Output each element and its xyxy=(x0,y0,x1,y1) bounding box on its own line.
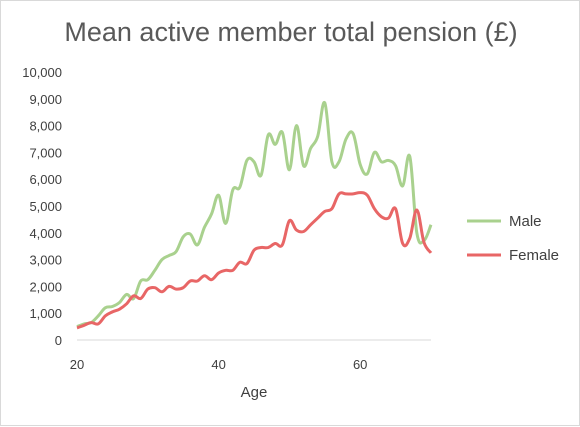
y-tick-label: 3,000 xyxy=(29,253,62,268)
legend-label-female: Female xyxy=(509,247,559,264)
chart-title: Mean active member total pension (£) xyxy=(64,17,517,47)
y-tick-label: 9,000 xyxy=(29,92,62,107)
y-tick-label: 6,000 xyxy=(29,172,62,187)
y-tick-label: 7,000 xyxy=(29,145,62,160)
plot-area xyxy=(76,101,433,330)
y-tick-label: 1,000 xyxy=(29,306,62,321)
y-tick-label: 0 xyxy=(55,333,62,348)
x-tick-label: 40 xyxy=(211,357,225,372)
y-tick-label: 4,000 xyxy=(29,226,62,241)
x-tick-label: 20 xyxy=(70,357,84,372)
x-axis-title: Age xyxy=(241,384,268,401)
y-tick-label: 5,000 xyxy=(29,199,62,214)
y-tick-label: 8,000 xyxy=(29,119,62,134)
series-line-male xyxy=(76,101,433,328)
legend: Male Female xyxy=(467,213,559,264)
x-tick-label: 60 xyxy=(353,357,367,372)
y-tick-labels: 0 1,000 2,000 3,000 4,000 5,000 6,000 7,… xyxy=(22,65,62,348)
x-tick-labels: 20 40 60 xyxy=(70,357,368,372)
legend-label-male: Male xyxy=(509,213,542,230)
series-line-female xyxy=(76,191,433,330)
y-tick-label: 2,000 xyxy=(29,279,62,294)
y-tick-label: 10,000 xyxy=(22,65,62,80)
